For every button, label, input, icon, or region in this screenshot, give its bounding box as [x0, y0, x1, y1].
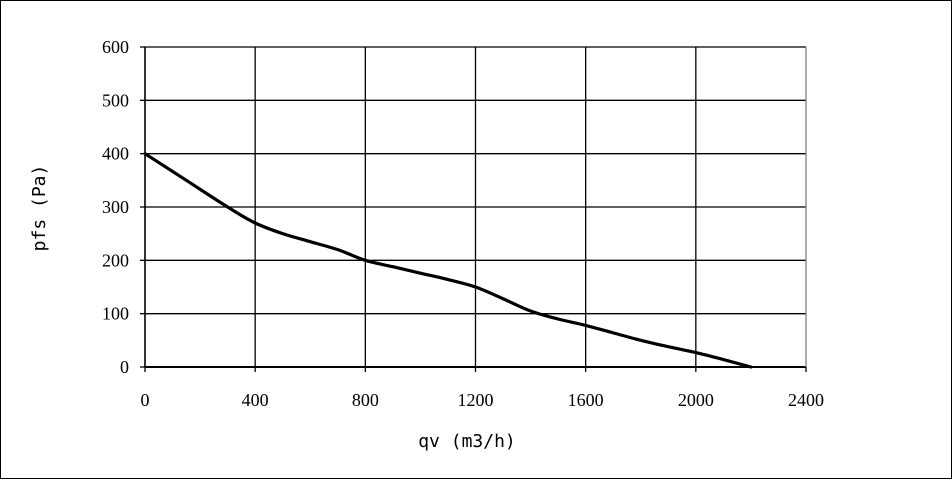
x-tick-label: 1200 [458, 390, 494, 410]
y-tick-labels: 0 100 200 300 400 500 600 [102, 37, 129, 377]
y-tick-label: 500 [102, 90, 129, 110]
grid [140, 46, 807, 372]
x-axis-label: qv (m3/h) [418, 431, 516, 452]
y-tick-label: 0 [120, 357, 129, 377]
pressure-curve-line [143, 152, 753, 369]
y-tick-label: 600 [102, 37, 129, 57]
x-tick-labels: 0 400 800 1200 1600 2000 2400 [141, 390, 825, 410]
y-tick-label: 100 [102, 304, 129, 324]
x-tick-label: 2000 [678, 390, 714, 410]
x-tick-label: 0 [141, 390, 150, 410]
x-tick-label: 800 [352, 390, 379, 410]
series [143, 152, 753, 369]
x-tick-label: 2400 [788, 390, 824, 410]
y-tick-label: 400 [102, 144, 129, 164]
y-tick-label: 200 [102, 250, 129, 270]
y-axis-label: pfs (Pa) [29, 165, 50, 252]
x-tick-label: 1600 [568, 390, 604, 410]
x-tick-label: 400 [242, 390, 269, 410]
y-tick-label: 300 [102, 197, 129, 217]
